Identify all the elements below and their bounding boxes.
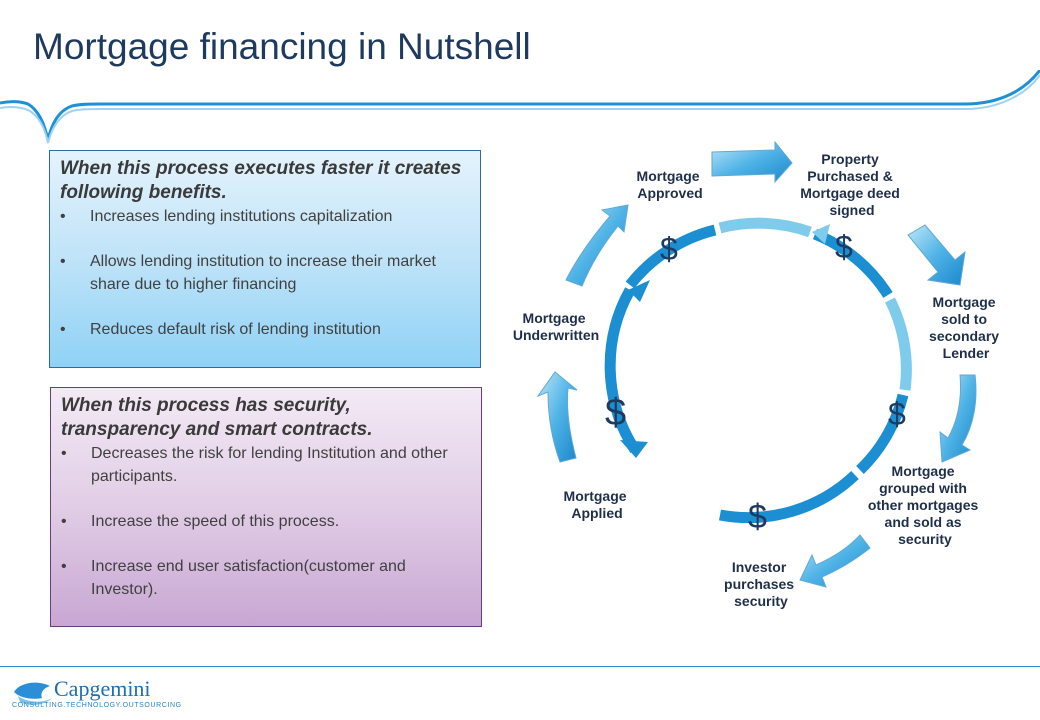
list-item-text: Allows lending institution to increase t… bbox=[90, 253, 436, 293]
bullet: • bbox=[61, 513, 67, 530]
list-item: • Increase end user satisfaction(customer… bbox=[61, 555, 471, 601]
dollar-icon: $ bbox=[660, 231, 678, 267]
arrow-underwritten-to-approved bbox=[565, 204, 629, 287]
bullet: • bbox=[61, 558, 67, 575]
list-item: • Reduces default risk of lending institu… bbox=[60, 318, 470, 341]
bullet: • bbox=[60, 253, 66, 270]
list-item-text: Increases lending institutions capitaliz… bbox=[90, 208, 393, 225]
mortgage-cycle-diagram: $ $ $ $ $ Mortgage Approved Property Pur… bbox=[513, 140, 1003, 609]
security-heading: When this process has security, transpar… bbox=[61, 395, 373, 440]
step-label-mortgage-applied: Mortgage Applied bbox=[564, 488, 631, 521]
header-wave-divider bbox=[0, 70, 1040, 144]
step-label-mortgage-underwritten: Mortgage Underwritten bbox=[513, 310, 599, 343]
step-label-grouped: Mortgage grouped with other mortgages an… bbox=[868, 463, 982, 547]
step-label-investor-purchases: Investor purchases security bbox=[724, 559, 798, 609]
dollar-icon: $ bbox=[888, 396, 906, 432]
arrow-applied-to-underwritten bbox=[536, 371, 578, 463]
ring-segment bbox=[885, 297, 912, 391]
list-item-text: Increase end user satisfaction(customer … bbox=[91, 558, 406, 598]
list-item: • Decreases the risk for lending Institut… bbox=[61, 442, 471, 488]
list-item: • Allows lending institution to increase … bbox=[60, 250, 470, 296]
arrow-purchased-to-sold bbox=[907, 224, 966, 286]
arrow-approved-to-purchased bbox=[711, 140, 793, 184]
list-item-text: Decreases the risk for lending Instituti… bbox=[91, 445, 448, 485]
bullet: • bbox=[61, 445, 67, 462]
list-item: • Increases lending institutions capitali… bbox=[60, 205, 470, 228]
security-list: • Decreases the risk for lending Institut… bbox=[61, 442, 471, 601]
center-ring bbox=[604, 217, 912, 524]
list-item-text: Increase the speed of this process. bbox=[91, 513, 340, 530]
bullet: • bbox=[60, 321, 66, 338]
step-label-property-purchased: Property Purchased & Mortgage deed signe… bbox=[800, 151, 903, 218]
capgemini-logo-icon bbox=[14, 682, 52, 705]
benefits-box: When this process executes faster it cre… bbox=[49, 150, 481, 368]
logo-tagline: CONSULTING.TECHNOLOGY.OUTSOURCING bbox=[12, 702, 182, 709]
arrow-sold-to-grouped bbox=[939, 374, 977, 463]
bullet: • bbox=[60, 208, 66, 225]
ring-segment bbox=[718, 470, 859, 524]
logo-name: Capgemini bbox=[54, 676, 151, 701]
benefits-heading: When this process executes faster it cre… bbox=[60, 158, 462, 203]
ring-segment bbox=[625, 224, 717, 289]
step-label-sold-to-secondary: Mortgage sold to secondary Lender bbox=[929, 294, 1003, 361]
ring-arrowhead bbox=[812, 224, 830, 244]
ring-segment bbox=[856, 393, 909, 474]
arrow-grouped-to-investor bbox=[799, 534, 871, 588]
footer-divider bbox=[0, 666, 1040, 667]
page-title: Mortgage financing in Nutshell bbox=[33, 26, 531, 67]
benefits-list: • Increases lending institutions capitali… bbox=[60, 205, 470, 341]
security-box: When this process has security, transpar… bbox=[50, 387, 482, 627]
list-item-text: Reduces default risk of lending institut… bbox=[90, 321, 381, 338]
ring-segment bbox=[604, 287, 640, 453]
list-item: • Increase the speed of this process. bbox=[61, 510, 471, 533]
ring-arrowhead bbox=[620, 440, 648, 458]
ring-arrowhead bbox=[628, 280, 650, 302]
dollar-icon: $ bbox=[835, 229, 853, 265]
ring-segment bbox=[718, 217, 812, 238]
dollar-icon: $ bbox=[748, 498, 767, 536]
step-label-mortgage-approved: Mortgage Approved bbox=[637, 168, 704, 201]
outer-arrows bbox=[536, 140, 977, 588]
dollar-icon: $ bbox=[605, 392, 626, 434]
